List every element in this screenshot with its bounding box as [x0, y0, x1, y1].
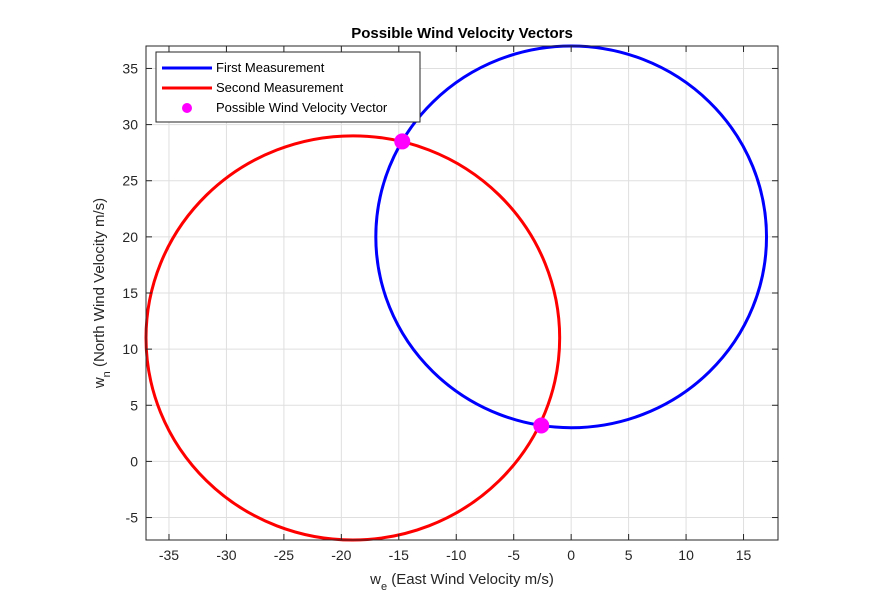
- y-tick-label: 5: [130, 397, 138, 413]
- ticks: -35 -30 -25 -20 -15 -10 -5 0 5 10 15 -5 0 5 10 15 20 25 30…: [122, 46, 778, 563]
- grid: [146, 46, 778, 540]
- wind-vector-point: [394, 133, 411, 150]
- x-tick-label: -10: [446, 547, 466, 563]
- y-tick-label: 35: [122, 60, 138, 76]
- y-axis-label: wn (North Wind Velocity m/s): [91, 198, 113, 389]
- x-axis-label-main: w: [369, 571, 381, 588]
- x-tick-label: -20: [331, 547, 351, 563]
- y-tick-label: 30: [122, 117, 138, 133]
- y-tick-label: 0: [130, 453, 138, 469]
- y-axis-label-rest: (North Wind Velocity m/s): [91, 198, 108, 371]
- y-tick-label: 25: [122, 173, 138, 189]
- y-tick-label: -5: [126, 510, 139, 526]
- y-tick-label: 10: [122, 341, 138, 357]
- x-axis-label: we (East Wind Velocity m/s): [369, 571, 554, 593]
- wind-vector-point: [533, 417, 550, 434]
- x-axis-label-subscript: e: [381, 581, 387, 593]
- y-tick-label: 15: [122, 285, 138, 301]
- x-tick-label: -5: [507, 547, 520, 563]
- x-tick-label: -25: [274, 547, 294, 563]
- legend-label-second-measurement: Second Measurement: [216, 80, 344, 95]
- chart-title: Possible Wind Velocity Vectors: [351, 25, 573, 42]
- x-tick-label: 5: [625, 547, 633, 563]
- plot-area: -35 -30 -25 -20 -15 -10 -5 0 5 10 15 -5 0 5 10 15 20 25 30…: [122, 44, 779, 563]
- x-tick-label: -15: [389, 547, 409, 563]
- legend-swatch-wind-vector: [182, 103, 192, 113]
- x-tick-label: 10: [678, 547, 694, 563]
- x-tick-label: 0: [567, 547, 575, 563]
- x-tick-label: -35: [159, 547, 179, 563]
- x-tick-label: 15: [736, 547, 752, 563]
- y-axis-label-main: w: [91, 377, 108, 389]
- legend-label-first-measurement: First Measurement: [216, 60, 325, 75]
- x-tick-label: -30: [216, 547, 236, 563]
- x-axis-label-rest: (East Wind Velocity m/s): [387, 571, 554, 588]
- legend: First Measurement Second Measurement Pos…: [155, 51, 421, 123]
- y-axis-label-subscript: n: [101, 371, 113, 377]
- legend-label-wind-vector: Possible Wind Velocity Vector: [216, 100, 388, 115]
- y-tick-label: 20: [122, 229, 138, 245]
